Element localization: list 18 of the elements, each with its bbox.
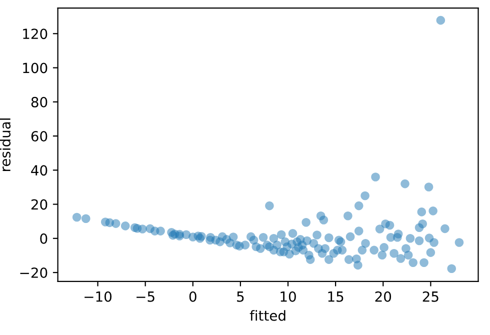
y-axis-title: residual xyxy=(0,118,11,171)
y-tick-label: 60 xyxy=(31,130,48,142)
x-tick-label: 25 xyxy=(422,291,438,302)
x-tick-label: −10 xyxy=(84,291,112,302)
y-tick-label: 80 xyxy=(31,96,48,108)
x-tick-label: 5 xyxy=(237,292,244,302)
y-tick-label: 0 xyxy=(40,233,48,244)
y-tick-label: −20 xyxy=(20,267,48,278)
x-tick-label: 15 xyxy=(328,292,344,302)
x-axis-title: fitted xyxy=(250,310,286,321)
x-tick-label: 10 xyxy=(280,291,296,302)
y-tick-label: 120 xyxy=(23,28,48,40)
y-tick-label: 20 xyxy=(31,199,48,210)
y-tick-label: 40 xyxy=(31,165,48,176)
x-tick-label: 0 xyxy=(189,291,196,302)
y-tick-label: 100 xyxy=(23,62,48,74)
x-tick-label: 20 xyxy=(375,291,392,302)
x-tick-label: −5 xyxy=(136,292,154,302)
